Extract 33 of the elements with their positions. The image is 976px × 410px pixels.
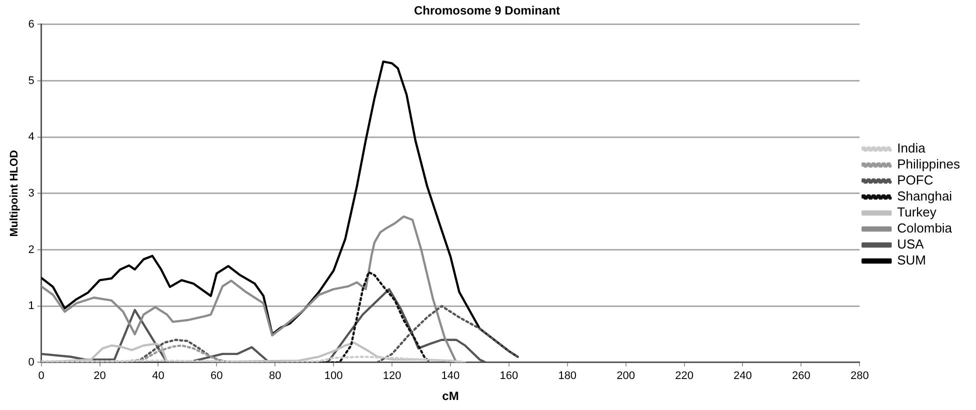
legend-label: SUM [897,252,926,268]
y-tick-label: 5 [28,74,34,87]
chart-title: Chromosome 9 Dominant [414,4,560,18]
legend-label: USA [897,236,924,252]
x-tick-label: 140 [441,370,460,382]
x-tick-label: 100 [324,370,343,382]
legend-label: India [897,140,926,156]
x-tick-label: 200 [616,370,636,382]
x-tick-label: 220 [675,370,694,382]
legend-label: Shanghai [897,188,952,204]
x-tick-label: 60 [210,370,223,382]
y-tick-label: 6 [28,18,34,30]
y-tick-label: 2 [28,244,34,256]
x-axis-title: cM [442,389,459,404]
x-tick-label: 160 [500,370,518,382]
y-tick-label: 1 [28,300,34,312]
y-tick-label: 3 [28,187,34,200]
legend-label: Colombia [897,220,953,236]
legend-label: POFC [897,172,934,188]
x-tick-label: 180 [558,370,577,382]
y-tick-label: 4 [28,131,34,144]
x-tick-label: 80 [268,370,282,382]
x-tick-label: 40 [152,370,164,382]
x-tick-label: 260 [792,370,810,382]
x-tick-label: 240 [734,370,752,382]
x-tick-label: 0 [38,370,44,382]
x-tick-label: 20 [94,370,106,382]
y-axis-title: Multipoint HLOD [8,150,21,237]
x-tick-label: 280 [850,370,869,382]
legend-label: Turkey [897,204,937,220]
x-tick-label: 120 [382,370,402,382]
legend-label: Philippines [897,156,960,172]
y-tick-label: 0 [28,356,34,368]
